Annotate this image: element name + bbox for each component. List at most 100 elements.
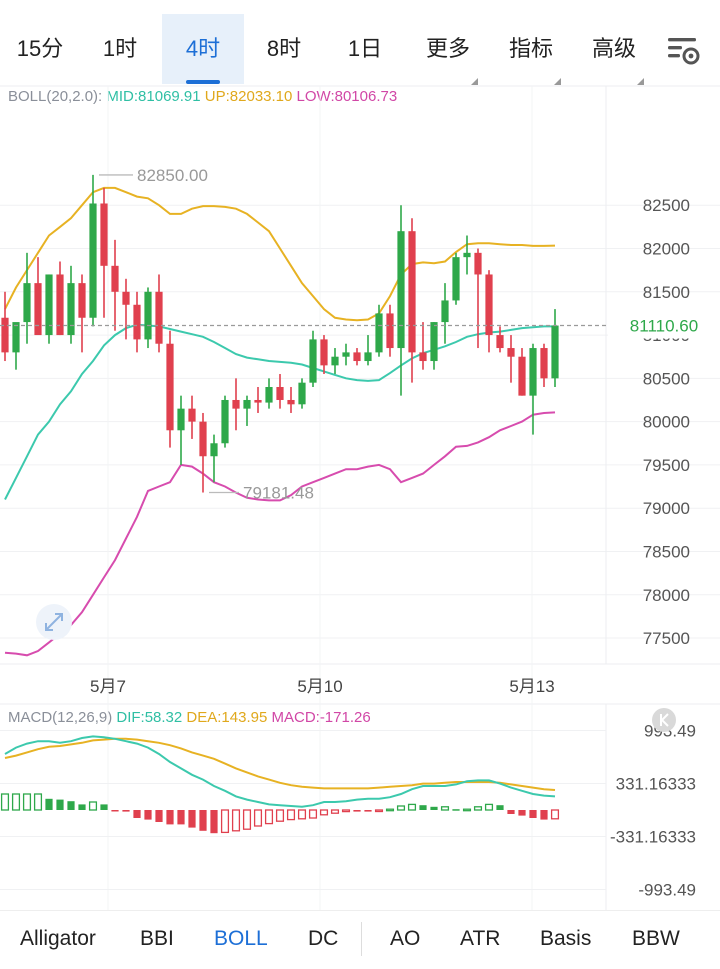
candle-body [122, 291, 130, 305]
expand-chart-icon[interactable] [36, 604, 72, 640]
high-marker-label: 82850.00 [137, 166, 208, 185]
candle-body [221, 399, 229, 444]
macd-histogram-bar [56, 799, 64, 810]
tab-3[interactable]: 8时 [244, 14, 324, 84]
candle-body [463, 252, 471, 258]
candle-body [485, 274, 493, 336]
candle-body [529, 348, 537, 396]
y-axis-tick: 78000 [643, 586, 690, 605]
indicator-tab-bbi[interactable]: BBI [140, 927, 174, 950]
indicator-tab-alligator[interactable]: Alligator [20, 927, 96, 950]
macd-histogram-bar [550, 809, 560, 820]
last-price-label: 81110.60 [630, 316, 698, 335]
dropdown-triangle-icon [637, 78, 644, 85]
macd-histogram-bar [11, 793, 21, 811]
candle-body [89, 203, 97, 318]
macd-histogram-bar [67, 801, 75, 810]
indicator-tab-bbw[interactable]: BBW [632, 927, 680, 950]
candle-body [67, 283, 75, 336]
boll-legend-name: BOLL(20,2.0): [8, 88, 103, 105]
candle-body [155, 291, 163, 344]
tab-6[interactable]: 指标 [490, 14, 572, 85]
y-axis-tick: 79000 [643, 499, 690, 518]
macd-histogram-bar [210, 810, 218, 834]
x-axis-label: 5月13 [509, 677, 554, 696]
macd-histogram-bar [78, 804, 86, 810]
macd-histogram-bar [133, 810, 141, 818]
candle-body [540, 348, 548, 379]
macd-histogram-bar [188, 810, 196, 828]
y-axis-tick: 80000 [643, 413, 690, 432]
macd-histogram-bar [462, 808, 472, 812]
indicator-tab-ao[interactable]: AO [390, 927, 421, 950]
indicator-divider [361, 922, 362, 956]
indicator-tab-dc[interactable]: DC [308, 927, 339, 950]
tab-2[interactable]: 4时 [162, 14, 244, 84]
macd-histogram-bar [452, 809, 460, 811]
macd-histogram-bar [231, 809, 241, 832]
candle-body [474, 252, 482, 275]
candle-body [254, 399, 262, 403]
indicator-tab-atr[interactable]: ATR [460, 927, 501, 950]
boll-legend-low: LOW:80106.73 [296, 88, 398, 105]
timeframe-tab-bar: 15分 1时 4时 8时 1日 更多 指标 高级 [0, 0, 720, 86]
candle-body [100, 203, 108, 266]
y-axis-tick: 77500 [643, 629, 690, 648]
tab-5[interactable]: 更多 [406, 14, 490, 85]
macd-histogram-bar [45, 798, 53, 810]
macd-histogram-bar [473, 806, 483, 811]
macd-histogram-bar [364, 810, 372, 812]
macd-histogram-bar [297, 809, 307, 820]
macd-histogram-bar [308, 809, 318, 819]
candle-body [441, 300, 449, 323]
tab-0[interactable]: 15分 [0, 14, 80, 84]
indicator-tab-boll[interactable]: BOLL [214, 927, 268, 950]
candle-body [144, 291, 152, 340]
candle-body [386, 313, 394, 349]
candle-body [551, 325, 559, 379]
active-tab-underline [186, 80, 220, 84]
candle-body [177, 408, 185, 431]
tab-7[interactable]: 高级 [572, 14, 656, 85]
candle-body [188, 408, 196, 422]
macd-histogram-bar [496, 805, 504, 810]
candle-body [331, 356, 339, 366]
macd-histogram-bar [275, 809, 285, 822]
macd-legend-dif: DIF:58.32 [116, 709, 183, 726]
macd-histogram-bar [341, 809, 351, 813]
candle-body [232, 399, 240, 409]
macd-histogram-bar [242, 809, 252, 830]
tab-label: 高级 [592, 36, 644, 85]
collapse-icon-glyph [660, 713, 669, 727]
macd-collapse-icon[interactable] [652, 708, 676, 732]
tab-1[interactable]: 1时 [80, 14, 160, 84]
price-chart[interactable]: 8250082000815008100080500800007950079000… [0, 0, 720, 910]
candle-body [199, 421, 207, 457]
candle-body [78, 283, 86, 318]
candle-body [265, 387, 273, 403]
candle-body [518, 356, 526, 396]
macd-histogram-bar [540, 810, 548, 820]
candle-body [12, 322, 20, 353]
indicator-tab-basis[interactable]: Basis [540, 927, 592, 950]
indicator-tab-bar: Alligator BBI BOLL DC AO ATR Basis BBW [0, 910, 720, 969]
y-axis-tick: 81500 [643, 283, 690, 302]
candle-body [23, 283, 31, 323]
candle-body [364, 352, 372, 362]
candle-body [298, 382, 306, 405]
macd-histogram-bar [407, 803, 417, 811]
chart-settings-button[interactable] [664, 34, 704, 70]
candle-body [287, 399, 295, 405]
macd-histogram-bar [220, 809, 230, 834]
candle-body [496, 335, 504, 349]
macd-legend-dea: DEA:143.95 [186, 709, 268, 726]
macd-histogram-bar [144, 810, 152, 820]
tab-label: 1时 [102, 36, 138, 61]
chart-settings-icon [668, 38, 700, 65]
candle-body [507, 348, 515, 357]
macd-histogram-bar [122, 810, 130, 812]
candle-body [243, 399, 251, 409]
boll-upper-line [4, 186, 556, 322]
tab-4[interactable]: 1日 [324, 14, 406, 84]
x-axis-label: 5月7 [90, 677, 126, 696]
